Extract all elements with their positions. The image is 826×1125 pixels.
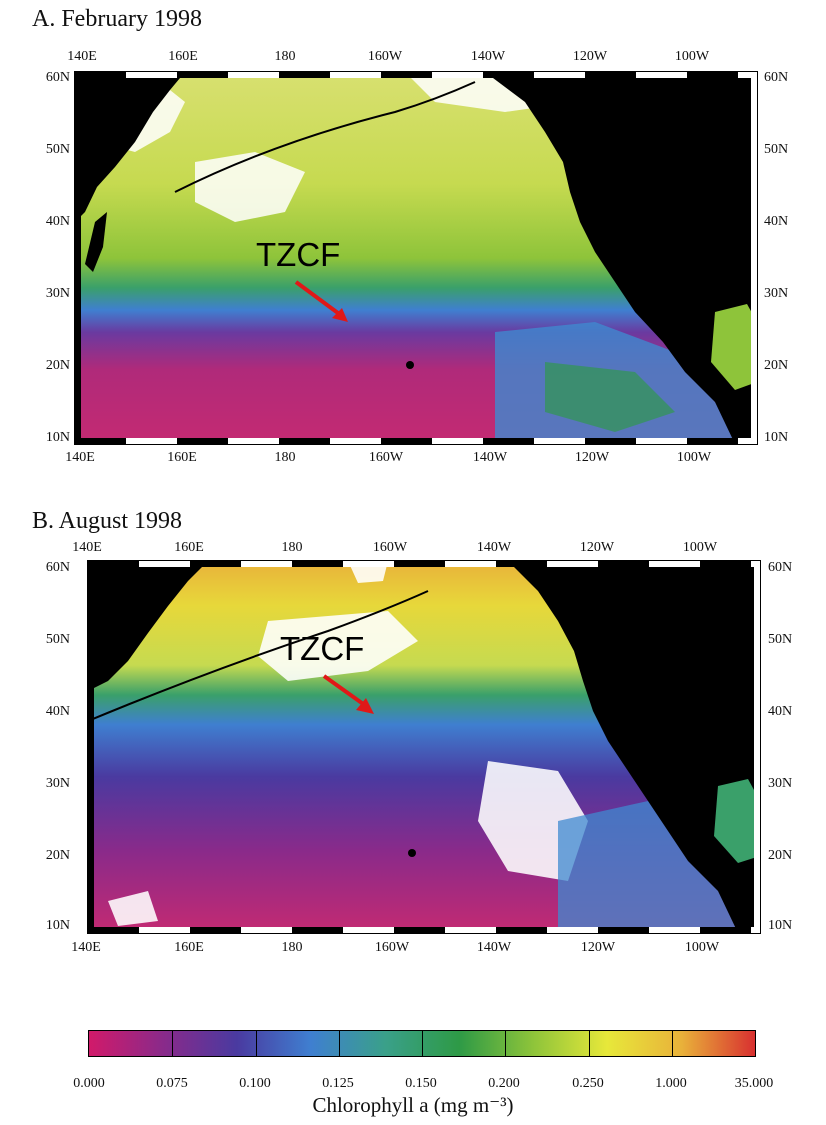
colorbar-tick-2: 0.100 — [239, 1076, 271, 1091]
panel-a-lat-left-20n: 20N — [45, 358, 70, 373]
panel-b-lat-right-10n: 10N — [768, 918, 793, 933]
colorbar-tick-4: 0.150 — [405, 1076, 437, 1091]
colorbar-tick-3: 0.125 — [322, 1076, 354, 1091]
panel-a-lat-right-50n: 50N — [764, 142, 789, 157]
panel-a-lon-top-180: 180 — [274, 49, 296, 64]
colorbar-divider — [588, 1031, 590, 1056]
panel-a-lat-left-30n: 30N — [45, 286, 70, 301]
panel-b-lon-top-160w: 160W — [372, 540, 408, 555]
panel-b-lat-right-60n: 60N — [768, 560, 793, 575]
panel-b-frame — [87, 560, 761, 934]
colorbar — [88, 1030, 756, 1057]
panel-a-lat-right-40n: 40N — [764, 214, 789, 229]
panel-b-lon-bottom-120w: 120W — [580, 940, 616, 955]
colorbar-title: Chlorophyll a (mg m⁻³) — [312, 1093, 514, 1117]
panel-b-lon-top-180: 180 — [281, 540, 303, 555]
panel-a-lon-top-160w: 160W — [367, 49, 403, 64]
panel-a-lon-bottom-180: 180 — [274, 450, 296, 465]
colorbar-tick-8: 35.000 — [734, 1076, 774, 1091]
panel-a-lat-right-20n: 20N — [764, 358, 789, 373]
panel-b-lat-left-10n: 10N — [45, 918, 70, 933]
panel-a-lon-top-100w: 100W — [674, 49, 710, 64]
colorbar-divider — [338, 1031, 340, 1056]
panel-b-lat-right-50n: 50N — [768, 632, 793, 647]
panel-b-lon-bottom-160w: 160W — [374, 940, 410, 955]
panel-a-title: A. February 1998 — [32, 6, 202, 32]
panel-b-lat-left-20n: 20N — [45, 848, 70, 863]
panel-a-map — [74, 71, 758, 445]
panel-b-lon-top-100w: 100W — [682, 540, 718, 555]
panel-b-lon-bottom-180: 180 — [281, 940, 303, 955]
panel-b-tzcf-label: TZCF — [280, 630, 365, 667]
panel-a-lat-left-10n: 10N — [45, 430, 70, 445]
panel-b-map — [87, 560, 761, 934]
panel-a-lon-bottom-160w: 160W — [368, 450, 404, 465]
panel-a-lon-bottom-140e: 140E — [65, 450, 95, 465]
panel-a-lon-bottom-100w: 100W — [676, 450, 712, 465]
panel-b-lat-left-50n: 50N — [45, 632, 70, 647]
panel-b-lat-left-30n: 30N — [45, 776, 70, 791]
panel-a-lat-left-50n: 50N — [45, 142, 70, 157]
panel-b-lon-bottom-140w: 140W — [476, 940, 512, 955]
panel-b-lon-top-120w: 120W — [579, 540, 615, 555]
panel-a-tzcf-arrow — [294, 280, 348, 322]
panel-b-lon-bottom-140e: 140E — [71, 940, 101, 955]
colorbar-tick-7: 1.000 — [655, 1076, 687, 1091]
panel-a-lon-top-120w: 120W — [572, 49, 608, 64]
panel-b-lat-left-60n: 60N — [45, 560, 70, 575]
panel-a-lat-right-60n: 60N — [764, 70, 789, 85]
colorbar-tick-1: 0.075 — [156, 1076, 188, 1091]
panel-a-lon-bottom-120w: 120W — [574, 450, 610, 465]
panel-a-lon-top-160e: 160E — [168, 49, 198, 64]
colorbar-tick-0: 0.000 — [73, 1076, 105, 1091]
panel-a-lon-bottom-160e: 160E — [167, 450, 197, 465]
colorbar-divider — [422, 1031, 423, 1056]
panel-b-lat-left-40n: 40N — [45, 704, 70, 719]
panel-a-tzcf-label: TZCF — [256, 236, 341, 273]
colorbar-tick-6: 0.250 — [572, 1076, 604, 1091]
panel-b-title: B. August 1998 — [32, 508, 183, 534]
colorbar-divider — [671, 1031, 673, 1056]
panel-b-lon-top-160e: 160E — [174, 540, 204, 555]
colorbar-tick-5: 0.200 — [488, 1076, 520, 1091]
colorbar-divider — [255, 1031, 257, 1056]
colorbar-divider — [505, 1031, 507, 1056]
panel-b-lon-top-140e: 140E — [72, 540, 102, 555]
panel-b-lat-right-30n: 30N — [768, 776, 793, 791]
panel-b-lon-bottom-160e: 160E — [174, 940, 204, 955]
panel-a-lon-top-140w: 140W — [470, 49, 506, 64]
colorbar-divider — [172, 1031, 174, 1056]
panel-a-lat-right-30n: 30N — [764, 286, 789, 301]
panel-a-lat-left-40n: 40N — [45, 214, 70, 229]
panel-a-lon-bottom-140w: 140W — [472, 450, 508, 465]
panel-a-lat-right-10n: 10N — [764, 430, 789, 445]
panel-b-tzcf-arrow — [322, 674, 374, 714]
panel-a-frame — [74, 71, 758, 445]
panel-b-lat-right-20n: 20N — [768, 848, 793, 863]
panel-a-lon-top-140e: 140E — [67, 49, 97, 64]
panel-b-lon-bottom-100w: 100W — [684, 940, 720, 955]
panel-b-lon-top-140w: 140W — [476, 540, 512, 555]
panel-b-lat-right-40n: 40N — [768, 704, 793, 719]
panel-a-lat-left-60n: 60N — [45, 70, 70, 85]
